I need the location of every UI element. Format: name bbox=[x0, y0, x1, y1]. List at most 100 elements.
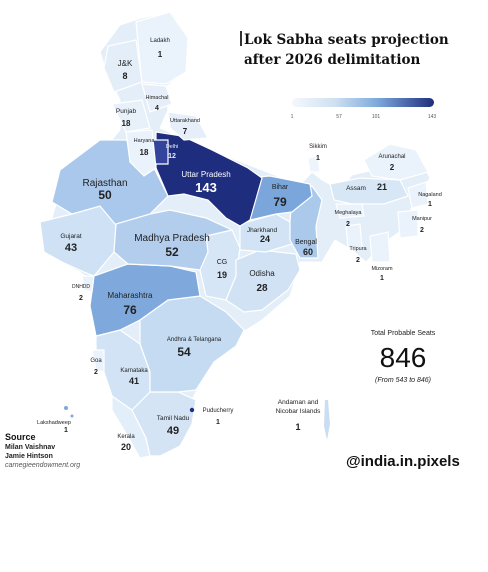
label-jandk: J&K bbox=[118, 59, 133, 68]
region-lakshadweep bbox=[64, 406, 68, 410]
label-odisha: Odisha bbox=[249, 269, 275, 278]
region-assam bbox=[329, 177, 409, 205]
source-site: carnegieendowment.org bbox=[5, 462, 81, 469]
region-ladakh bbox=[135, 11, 189, 85]
region-nagaland bbox=[407, 181, 429, 209]
seats-punjab: 18 bbox=[122, 119, 131, 128]
label-andhra-and-telangana: Andhra & Telangana bbox=[167, 337, 222, 343]
seats-andhra-and-telangana: 54 bbox=[177, 345, 191, 359]
lakshadweep-dot-2 bbox=[70, 414, 74, 418]
label-uttar-pradesh: Uttar Pradesh bbox=[181, 170, 230, 179]
title-marker bbox=[240, 31, 242, 46]
label-tamil-nadu: Tamil Nadu bbox=[157, 415, 190, 422]
label-rajasthan: Rajasthan bbox=[82, 178, 127, 189]
seats-dnhdd: 2 bbox=[79, 295, 83, 302]
watermark-handle: @india.in.pixels bbox=[346, 453, 460, 470]
seats-uttarakhand: 7 bbox=[183, 127, 188, 136]
seats-kerala: 20 bbox=[121, 442, 131, 452]
label-dnhdd: DNHDD bbox=[72, 284, 90, 290]
label-kerala: Kerala bbox=[117, 434, 135, 440]
seats-gujarat: 43 bbox=[65, 242, 77, 254]
seats-jandk: 8 bbox=[122, 71, 127, 81]
seats-lakshadweep: 1 bbox=[64, 427, 68, 434]
label-haryana: Haryana bbox=[134, 138, 156, 144]
seats-manipur: 2 bbox=[420, 227, 424, 234]
label-sikkim: Sikkim bbox=[309, 144, 327, 150]
region-odisha bbox=[225, 249, 301, 313]
seats-uttar-pradesh: 143 bbox=[195, 180, 217, 195]
label-mizoram: Mizoram bbox=[371, 266, 393, 272]
region-punjab bbox=[111, 99, 151, 133]
legend-tick-max: 143 bbox=[427, 114, 437, 120]
legend-tick-2: 57 bbox=[336, 114, 342, 120]
seats-cg: 19 bbox=[217, 270, 227, 280]
region-tamil-nadu bbox=[131, 391, 197, 457]
region-haryana bbox=[125, 129, 157, 177]
label-andaman-and-nicobar-islands-line-2: Nicobar Islands bbox=[276, 408, 322, 415]
label-andaman-and-nicobar-islands-line-1: Andaman and bbox=[278, 399, 319, 406]
seats-karnataka: 41 bbox=[129, 376, 139, 386]
region-tripura bbox=[345, 223, 363, 249]
region-manipur bbox=[397, 209, 419, 239]
label-karnataka: Karnataka bbox=[120, 368, 148, 374]
label-bihar: Bihar bbox=[272, 184, 289, 191]
seats-rajasthan: 50 bbox=[98, 188, 112, 202]
region-meghalaya bbox=[335, 203, 365, 219]
label-tripura: Tripura bbox=[349, 246, 367, 252]
region-puducherry bbox=[189, 407, 195, 413]
seats-delhi: 12 bbox=[168, 153, 176, 160]
title-line-1: Lok Sabha seats projection bbox=[244, 32, 449, 48]
seats-mizoram: 1 bbox=[380, 275, 384, 282]
seats-nagaland: 1 bbox=[428, 201, 432, 208]
label-delhi: Delhi bbox=[166, 144, 179, 150]
seats-assam: 21 bbox=[377, 182, 387, 192]
label-jharkhand: Jharkhand bbox=[247, 227, 278, 234]
label-nagaland: Nagaland bbox=[418, 192, 442, 198]
source-heading: Source bbox=[5, 432, 36, 442]
seats-puducherry: 1 bbox=[216, 419, 220, 426]
seats-ladakh: 1 bbox=[158, 50, 163, 59]
seats-meghalaya: 2 bbox=[346, 221, 350, 228]
seats-bihar: 79 bbox=[273, 195, 287, 209]
label-puducherry: Puducherry bbox=[203, 408, 234, 414]
source-author-1: Milan Vaishnav bbox=[5, 444, 56, 451]
seats-himachal: 4 bbox=[155, 105, 159, 112]
seats-sikkim: 1 bbox=[316, 155, 320, 162]
seats-odisha: 28 bbox=[256, 283, 268, 294]
label-arunachal: Arunachal bbox=[378, 154, 405, 160]
region-jk bbox=[103, 39, 143, 93]
seats-andaman-and-nicobar-islands: 1 bbox=[295, 422, 300, 432]
legend-tick-min: 1 bbox=[290, 114, 294, 120]
seats-arunachal: 2 bbox=[390, 163, 395, 172]
total-label: Total Probable Seats bbox=[370, 330, 436, 337]
region-goa bbox=[91, 349, 105, 373]
label-uttarakhand: Uttarakhand bbox=[170, 118, 200, 124]
label-manipur: Manipur bbox=[412, 216, 432, 222]
legend-color-scale bbox=[292, 98, 434, 107]
seats-madhya-pradesh: 52 bbox=[165, 245, 179, 259]
label-punjab: Punjab bbox=[116, 108, 137, 115]
seats-maharashtra: 76 bbox=[123, 303, 137, 317]
region-dnhdd bbox=[81, 275, 95, 293]
label-madhya-pradesh: Madhya Pradesh bbox=[134, 233, 210, 244]
label-goa: Goa bbox=[90, 358, 102, 364]
label-gujarat: Gujarat bbox=[60, 233, 82, 240]
title: Lok Sabha seats projection after 2026 de… bbox=[244, 30, 484, 70]
total-value: 846 bbox=[379, 342, 427, 373]
seats-bengal: 60 bbox=[303, 247, 313, 257]
region-uttar-pradesh bbox=[155, 131, 263, 227]
region-himachal bbox=[141, 83, 173, 113]
seats-tamil-nadu: 49 bbox=[167, 425, 179, 437]
label-meghalaya: Meghalaya bbox=[335, 210, 363, 216]
label-himachal: Himachal bbox=[146, 95, 169, 101]
label-maharashtra: Maharashtra bbox=[108, 291, 153, 300]
total-note: (From 543 to 846) bbox=[374, 377, 432, 384]
region-mizoram bbox=[369, 231, 391, 263]
region-bihar bbox=[243, 175, 313, 221]
label-bengal: Bengal bbox=[295, 239, 317, 246]
region-sikkim bbox=[307, 155, 321, 173]
title-line-2: after 2026 delimitation bbox=[244, 52, 421, 68]
seats-haryana: 18 bbox=[140, 148, 149, 157]
